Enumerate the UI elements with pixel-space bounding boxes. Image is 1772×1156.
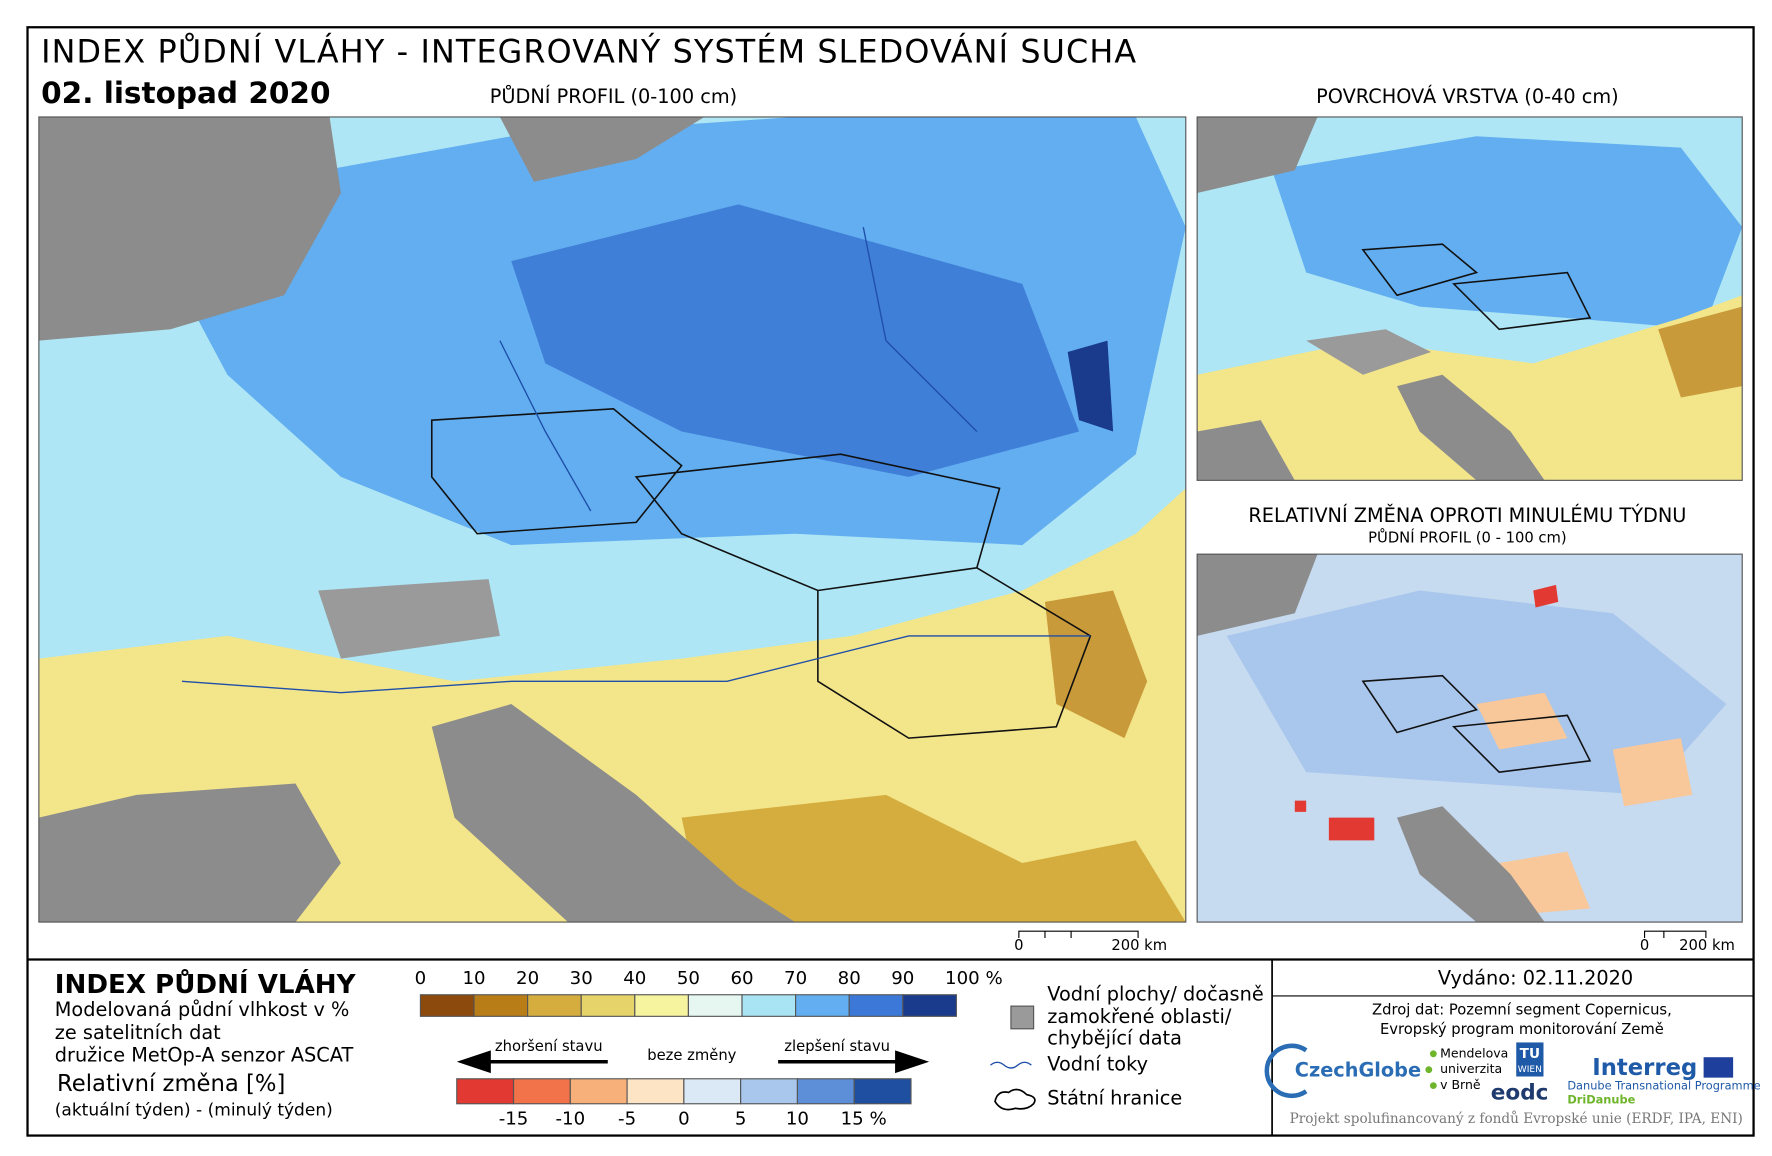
legend-subtitle: Relativní změna [%] [57,1071,285,1097]
scalebar [1643,930,1707,938]
logo: WIEN [1518,1065,1542,1075]
color-swatch [580,994,636,1017]
scale-label: 90 [891,968,914,989]
color-swatch [527,994,582,1017]
change-map [1196,553,1743,923]
outer-frame [26,26,1755,1137]
color-swatch [419,994,475,1017]
legend-text: Vodní plochy/ dočasně [1047,982,1263,1005]
map-title: PŮDNÍ PROFIL (0-100 cm) [490,84,737,108]
logo-shape [1264,1043,1308,1099]
color-swatch [902,994,957,1017]
map-title: POVRCHOVÁ VRSTVA (0-40 cm) [1316,85,1619,108]
scale-label: -15 [499,1109,529,1130]
logo: Mendelova [1440,1045,1508,1060]
color-swatch [456,1078,515,1105]
logo: eodc [1491,1081,1549,1106]
legend-text: (aktuální týden) - (minulý týden) [55,1101,333,1121]
scale-label: 60 [730,968,753,989]
color-swatch [512,1078,571,1105]
surface-map [1196,116,1743,481]
scalebar-label: 0 [1014,937,1023,954]
legend-text: Státní hranice [1047,1087,1182,1110]
scale-label: 20 [516,968,539,989]
logo-shape [1429,1050,1437,1058]
river-symbol [990,1061,1032,1069]
color-swatch [741,994,797,1017]
logo: v Brně [1440,1077,1481,1092]
logo: Interreg [1592,1055,1697,1081]
scale-label: 70 [784,968,807,989]
logo-shape [1516,1042,1544,1077]
legend-text: družice MetOp-A senzor ASCAT [55,1044,354,1067]
scale-label: -10 [555,1109,585,1130]
arrow-label: zhoršení stavu [495,1038,603,1055]
scale-label: 80 [838,968,861,989]
scalebar-label: 200 km [1679,937,1735,954]
main-map [38,116,1187,923]
arrow-label: zlepšení stavu [784,1038,890,1055]
source: Zdroj dat: Pozemní segment Copernicus, [1372,1002,1672,1019]
border-symbol [994,1088,1036,1111]
scale-label: 5 [735,1109,747,1130]
scale-label: 40 [623,968,646,989]
legend-text: Modelovaná půdní vlhkost v % [55,998,350,1021]
scalebar-label: 200 km [1111,937,1167,954]
logo: DriDanube [1567,1092,1635,1106]
page-title: INDEX PŮDNÍ VLÁHY - INTEGROVANÝ SYSTÉM S… [41,32,1137,70]
legend-text: ze satelitních dat [55,1021,221,1044]
date: 02. listopad 2020 [41,76,330,110]
scale-label: 30 [570,968,593,989]
color-swatch [795,994,850,1017]
color-swatch [848,994,904,1017]
legend-text: chybějící data [1047,1027,1182,1050]
scale-label: 10 [786,1109,809,1130]
legend-text: Vodní toky [1047,1053,1148,1076]
index-scale: 0 10 20 30 40 50 60 70 80 90 100 % [415,968,1003,1017]
legend-text: zamokřené oblasti/ [1047,1005,1232,1028]
logo: CzechGlobe [1295,1058,1421,1081]
color-swatch [473,994,529,1017]
scale-label: 50 [677,968,700,989]
logo-shape [1429,1082,1437,1090]
change-scale: -15 -10 -5 0 5 10 15 % [456,1078,912,1130]
map-subtitle: PŮDNÍ PROFIL (0 - 100 cm) [1368,528,1567,546]
color-swatch [626,1078,685,1105]
eu-flag [1703,1057,1734,1078]
scale-label: -5 [618,1109,636,1130]
scale-label: 10 [462,968,485,989]
logo-shape [1425,1066,1433,1074]
scale-label: 15 % [841,1109,887,1130]
logo: TU [1520,1046,1540,1062]
color-swatch [569,1078,628,1105]
source: Evropský program monitorování Země [1380,1021,1664,1038]
scalebar [1018,930,1139,938]
color-swatch [740,1078,798,1105]
scalebar-label: 0 [1640,937,1649,954]
map-title: RELATIVNÍ ZMĚNA OPROTI MINULÉMU TÝDNU [1248,504,1686,527]
color-swatch [683,1078,742,1105]
scale-label: 100 % [945,968,1003,989]
legend-title: INDEX PŮDNÍ VLÁHY [55,967,357,1000]
scale-label: 0 [678,1109,690,1130]
arrow-label: beze změny [647,1047,736,1064]
logo: Danube Transnational Programme [1567,1079,1760,1093]
color-swatch [853,1078,912,1105]
funding: Projekt spolufinancovaný z fondů Evropsk… [1290,1111,1743,1127]
scale-label: 0 [415,968,427,989]
water-swatch [1010,1005,1035,1030]
issued: Vydáno: 02.11.2020 [1438,966,1633,989]
color-swatch [796,1078,855,1105]
logo: univerzita [1440,1061,1502,1076]
color-swatch [634,994,689,1017]
color-swatch [687,994,743,1017]
